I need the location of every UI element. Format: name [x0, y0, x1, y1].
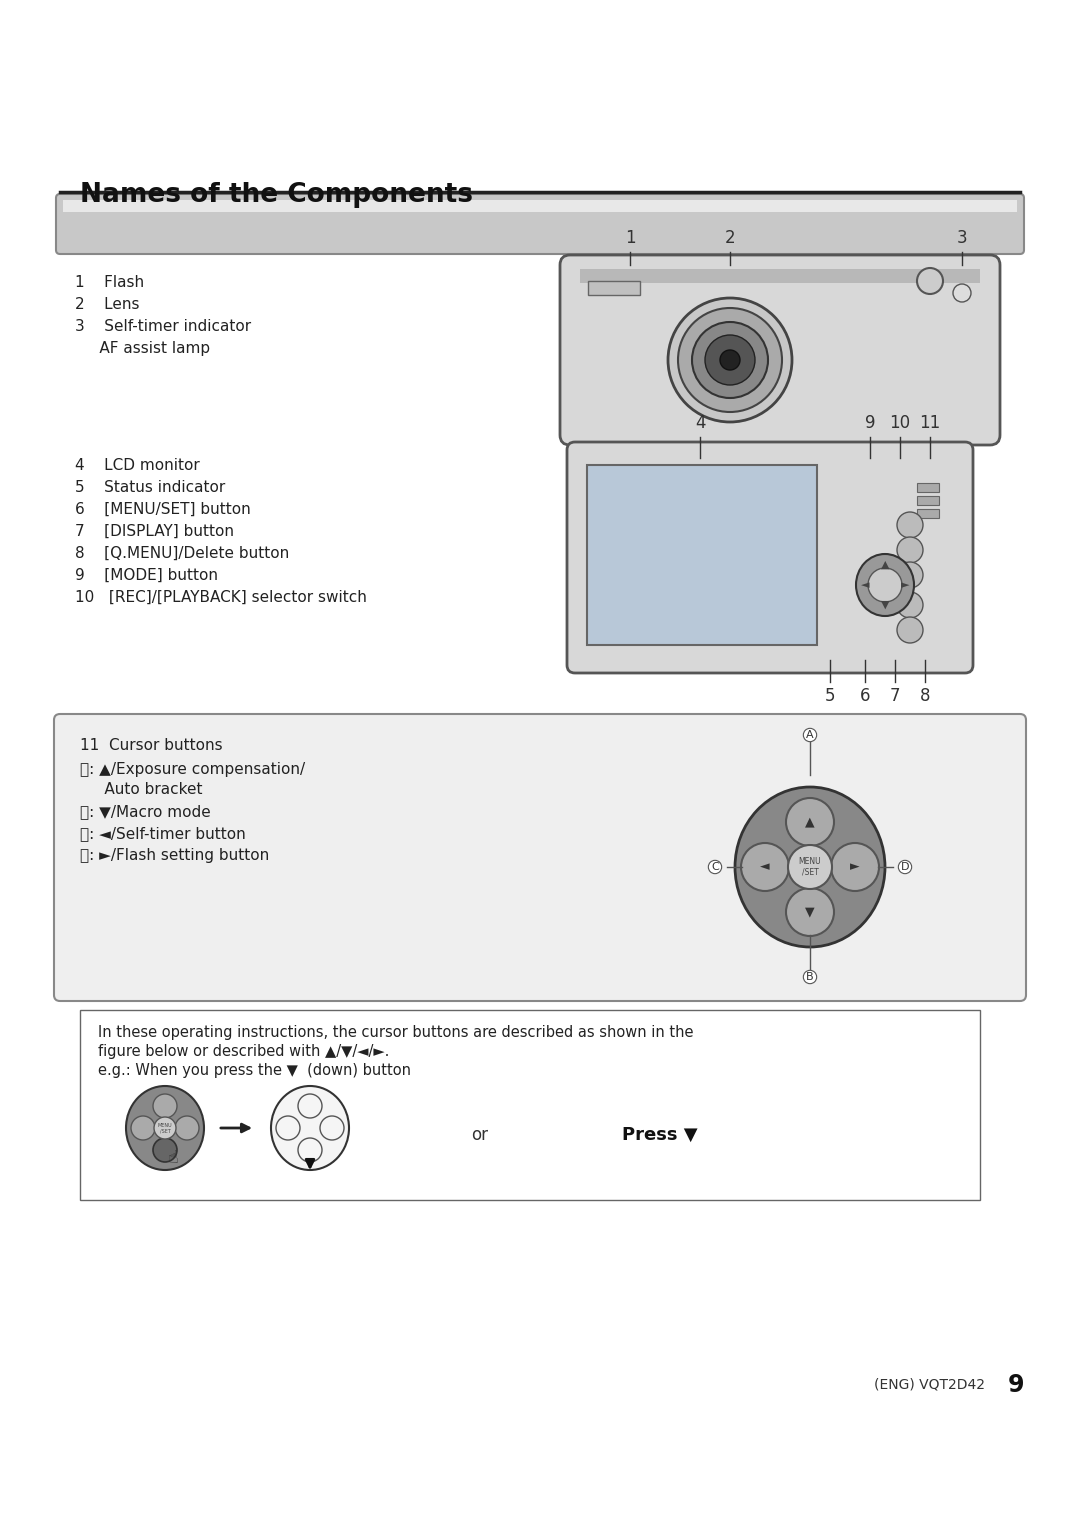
Text: 2: 2	[725, 229, 735, 247]
Text: figure below or described with ▲/▼/◄/►.: figure below or described with ▲/▼/◄/►.	[98, 1044, 390, 1059]
Text: ►: ►	[901, 580, 909, 591]
FancyBboxPatch shape	[54, 714, 1026, 1001]
Text: 11: 11	[919, 414, 941, 432]
Circle shape	[897, 537, 923, 563]
Circle shape	[897, 562, 923, 588]
Circle shape	[720, 349, 740, 369]
Bar	[917, 510, 939, 517]
Text: Ⓓ: ►/Flash setting button: Ⓓ: ►/Flash setting button	[80, 848, 269, 864]
Text: 5: 5	[825, 687, 835, 705]
Text: (ENG) VQT2D42: (ENG) VQT2D42	[874, 1378, 985, 1392]
Bar	[917, 484, 939, 491]
Text: AF assist lamp: AF assist lamp	[75, 340, 211, 356]
FancyBboxPatch shape	[561, 255, 1000, 446]
FancyBboxPatch shape	[567, 443, 973, 673]
Circle shape	[917, 269, 943, 295]
Text: MENU
/SET: MENU /SET	[799, 858, 821, 877]
Circle shape	[175, 1116, 199, 1140]
Text: or: or	[472, 1126, 488, 1144]
Text: Press ▼: Press ▼	[622, 1126, 698, 1144]
Text: 11  Cursor buttons: 11 Cursor buttons	[80, 739, 222, 752]
Text: ☝: ☝	[167, 1149, 178, 1167]
Text: 7    [DISPLAY] button: 7 [DISPLAY] button	[75, 523, 234, 539]
Circle shape	[831, 842, 879, 891]
Circle shape	[298, 1094, 322, 1119]
Ellipse shape	[856, 554, 914, 617]
Circle shape	[786, 798, 834, 845]
Text: Names of the Components: Names of the Components	[80, 182, 473, 208]
Circle shape	[131, 1116, 156, 1140]
Text: 3    Self-timer indicator: 3 Self-timer indicator	[75, 319, 252, 334]
Text: D: D	[901, 862, 909, 871]
Text: 6    [MENU/SET] button: 6 [MENU/SET] button	[75, 502, 251, 517]
FancyBboxPatch shape	[63, 200, 1017, 212]
Text: ▼: ▼	[806, 905, 814, 919]
Text: C: C	[711, 862, 719, 871]
Text: ▲: ▲	[806, 815, 814, 829]
Text: 1: 1	[624, 229, 635, 247]
Text: MENU
/SET: MENU /SET	[158, 1123, 173, 1134]
Circle shape	[741, 842, 789, 891]
Bar	[588, 465, 816, 645]
Text: 9: 9	[1008, 1373, 1025, 1396]
Circle shape	[154, 1117, 176, 1138]
Text: In these operating instructions, the cursor buttons are described as shown in th: In these operating instructions, the cur…	[98, 1025, 693, 1041]
Circle shape	[320, 1116, 345, 1140]
Text: 9: 9	[865, 414, 875, 432]
Text: 10   [REC]/[PLAYBACK] selector switch: 10 [REC]/[PLAYBACK] selector switch	[75, 591, 367, 604]
Text: ▲: ▲	[881, 560, 889, 571]
Text: 2    Lens: 2 Lens	[75, 298, 139, 311]
Text: Ⓑ: ▼/Macro mode: Ⓑ: ▼/Macro mode	[80, 804, 211, 819]
FancyBboxPatch shape	[56, 194, 1024, 253]
Text: Auto bracket: Auto bracket	[80, 781, 203, 797]
Text: 4: 4	[694, 414, 705, 432]
Circle shape	[669, 298, 792, 423]
Text: 8    [Q.MENU]/Delete button: 8 [Q.MENU]/Delete button	[75, 546, 289, 562]
Bar	[588, 281, 640, 295]
Circle shape	[953, 284, 971, 302]
Bar	[917, 496, 939, 505]
FancyBboxPatch shape	[80, 1010, 980, 1199]
Circle shape	[692, 322, 768, 398]
Circle shape	[678, 308, 782, 412]
Text: Ⓐ: ▲/Exposure compensation/: Ⓐ: ▲/Exposure compensation/	[80, 761, 306, 777]
Ellipse shape	[735, 787, 885, 948]
Text: 8: 8	[920, 687, 930, 705]
Text: 4    LCD monitor: 4 LCD monitor	[75, 458, 200, 473]
Text: ▼: ▼	[881, 600, 889, 610]
Circle shape	[868, 568, 902, 601]
Text: 6: 6	[860, 687, 870, 705]
Circle shape	[897, 592, 923, 618]
Circle shape	[276, 1116, 300, 1140]
Text: ◄: ◄	[760, 861, 770, 873]
Text: 1    Flash: 1 Flash	[75, 275, 144, 290]
Circle shape	[705, 336, 755, 385]
Text: 9    [MODE] button: 9 [MODE] button	[75, 568, 218, 583]
Text: 10: 10	[890, 414, 910, 432]
Text: 5    Status indicator: 5 Status indicator	[75, 481, 226, 494]
Circle shape	[153, 1094, 177, 1119]
Text: Ⓒ: ◄/Self-timer button: Ⓒ: ◄/Self-timer button	[80, 826, 246, 841]
Bar	[580, 269, 980, 282]
Circle shape	[788, 845, 832, 890]
Text: B: B	[806, 972, 814, 983]
Text: 3: 3	[957, 229, 968, 247]
Circle shape	[298, 1138, 322, 1161]
Circle shape	[897, 617, 923, 642]
Text: A: A	[806, 729, 814, 740]
Ellipse shape	[126, 1087, 204, 1170]
Text: ◄: ◄	[861, 580, 869, 591]
Circle shape	[897, 513, 923, 539]
Ellipse shape	[271, 1087, 349, 1170]
Circle shape	[786, 888, 834, 935]
Text: e.g.: When you press the ▼  (down) button: e.g.: When you press the ▼ (down) button	[98, 1064, 411, 1077]
Text: ►: ►	[850, 861, 860, 873]
Text: 7: 7	[890, 687, 901, 705]
Circle shape	[153, 1138, 177, 1161]
